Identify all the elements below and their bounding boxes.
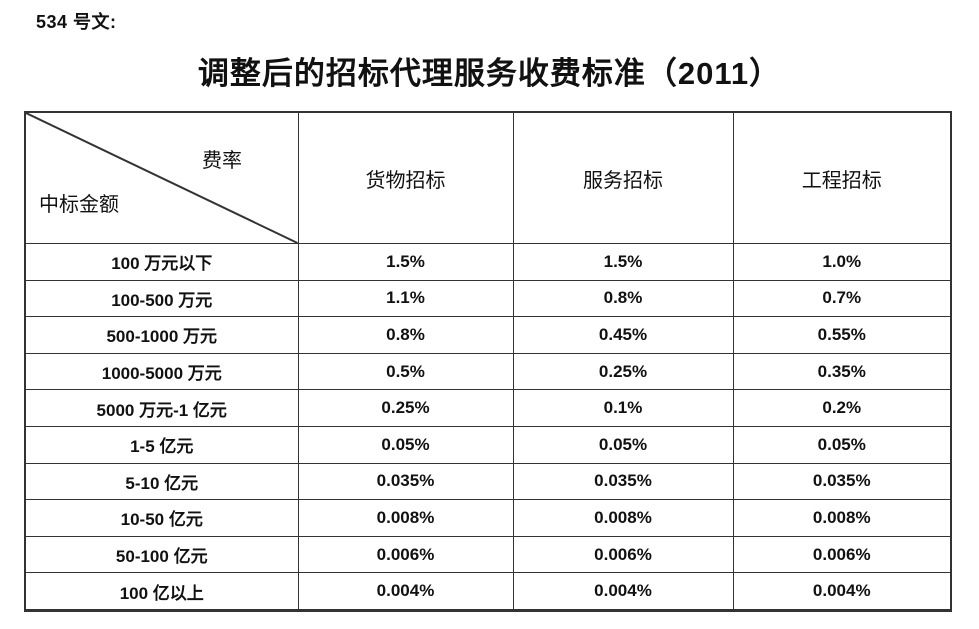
fee-value: 0.45% <box>512 316 734 354</box>
fee-value: 1.1% <box>297 279 514 318</box>
fee-value: 1.5% <box>297 243 514 281</box>
column-header-engineering: 工程招标 <box>732 111 952 244</box>
fee-value: 0.006% <box>297 535 514 574</box>
row-label: 100 亿以上 <box>24 572 299 611</box>
fee-value: 0.25% <box>512 352 734 391</box>
table-header-row: 费率 中标金额 货物招标 服务招标 工程招标 <box>24 111 952 244</box>
table-row: 500-1000 万元 0.8% 0.45% 0.55% <box>24 316 952 354</box>
table-row: 50-100 亿元 0.006% 0.006% 0.006% <box>24 535 952 574</box>
corner-label-amount: 中标金额 <box>39 194 119 216</box>
fee-value: 0.006% <box>512 535 734 574</box>
fee-value: 0.008% <box>297 499 514 537</box>
fee-value: 0.05% <box>512 425 734 464</box>
fee-value: 0.006% <box>732 535 952 574</box>
column-header-service: 服务招标 <box>512 111 734 244</box>
table-row: 5-10 亿元 0.035% 0.035% 0.035% <box>24 462 952 501</box>
fee-value: 0.8% <box>297 316 514 354</box>
fee-value: 0.7% <box>732 279 952 318</box>
diagonal-line <box>26 113 298 243</box>
fee-value: 0.8% <box>512 279 734 318</box>
row-label: 1000-5000 万元 <box>24 352 299 391</box>
row-label: 5000 万元-1 亿元 <box>24 389 299 427</box>
row-label: 1-5 亿元 <box>24 425 299 464</box>
row-label: 100 万元以下 <box>24 243 299 281</box>
fee-value: 0.05% <box>297 425 514 464</box>
fee-value: 0.35% <box>732 352 952 391</box>
fee-value: 0.1% <box>512 389 734 427</box>
fee-value: 0.008% <box>732 499 952 537</box>
row-label: 10-50 亿元 <box>24 499 299 537</box>
fee-value: 0.035% <box>512 462 734 501</box>
row-label: 100-500 万元 <box>24 279 299 318</box>
table-row: 100-500 万元 1.1% 0.8% 0.7% <box>24 279 952 318</box>
fee-rate-table: 费率 中标金额 货物招标 服务招标 工程招标 100 万元以下 1.5% 1.5… <box>24 111 952 612</box>
fee-value: 0.2% <box>732 389 952 427</box>
fee-value: 0.004% <box>512 572 734 611</box>
fee-value: 1.0% <box>732 243 952 281</box>
table-row: 1-5 亿元 0.05% 0.05% 0.05% <box>24 425 952 464</box>
fee-value: 0.25% <box>297 389 514 427</box>
row-label: 5-10 亿元 <box>24 462 299 501</box>
fee-value: 0.05% <box>732 425 952 464</box>
document-number: 534 号文: <box>36 12 117 32</box>
table-row: 100 亿以上 0.004% 0.004% 0.004% <box>24 572 952 611</box>
table-row: 1000-5000 万元 0.5% 0.25% 0.35% <box>24 352 952 391</box>
row-label: 500-1000 万元 <box>24 316 299 354</box>
table-row: 5000 万元-1 亿元 0.25% 0.1% 0.2% <box>24 389 952 427</box>
column-header-goods: 货物招标 <box>297 111 514 244</box>
fee-value: 0.5% <box>297 352 514 391</box>
corner-label-rate: 费率 <box>202 150 242 172</box>
fee-value: 0.035% <box>297 462 514 501</box>
table-row: 10-50 亿元 0.008% 0.008% 0.008% <box>24 499 952 537</box>
corner-header-cell: 费率 中标金额 <box>24 111 299 244</box>
fee-value: 0.004% <box>297 572 514 611</box>
fee-value: 0.55% <box>732 316 952 354</box>
table-row: 100 万元以下 1.5% 1.5% 1.0% <box>24 243 952 281</box>
fee-value: 0.035% <box>732 462 952 501</box>
fee-value: 1.5% <box>512 243 734 281</box>
fee-value: 0.008% <box>512 499 734 537</box>
page-title: 调整后的招标代理服务收费标准（2011） <box>197 56 782 91</box>
fee-value: 0.004% <box>732 572 952 611</box>
row-label: 50-100 亿元 <box>24 535 299 574</box>
